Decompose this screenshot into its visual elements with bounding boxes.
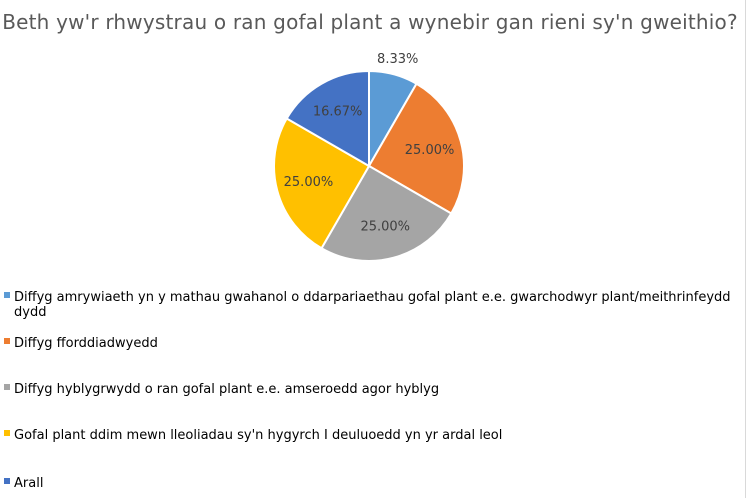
pie-slice-other [285,69,370,168]
data-label-flexibility: 25.00% [360,220,410,235]
data-label-affordability: 25.00% [405,143,455,158]
pie-slice-flexibility [320,164,453,262]
pie-slice-affordability [367,82,465,215]
data-label-other: 16.67% [313,105,363,120]
pie-slice-accessibility [273,117,371,250]
data-label-variety: 8.33% [377,52,418,67]
chart-title: Beth yw'r rhwystrau o ran gofal plant a … [2,10,738,34]
data-label-accessibility: 25.00% [284,175,334,190]
